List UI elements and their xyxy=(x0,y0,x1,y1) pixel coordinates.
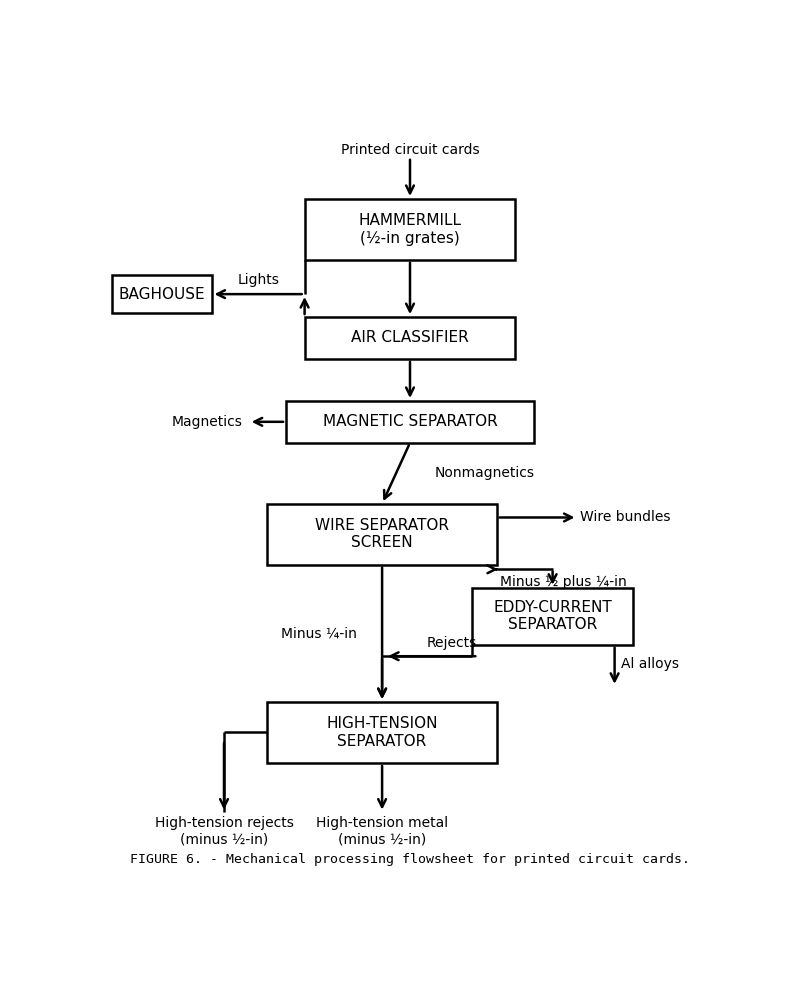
Text: Minus ¼-in: Minus ¼-in xyxy=(282,627,358,641)
Text: HIGH-TENSION
SEPARATOR: HIGH-TENSION SEPARATOR xyxy=(326,716,438,748)
Text: Minus ½ plus ¼-in: Minus ½ plus ¼-in xyxy=(500,574,626,589)
Text: High-tension metal
(minus ½-in): High-tension metal (minus ½-in) xyxy=(316,817,448,846)
Text: High-tension rejects
(minus ½-in): High-tension rejects (minus ½-in) xyxy=(154,817,294,846)
Bar xyxy=(267,702,497,763)
Text: Al alloys: Al alloys xyxy=(621,656,678,671)
Text: WIRE SEPARATOR
SCREEN: WIRE SEPARATOR SCREEN xyxy=(315,518,449,550)
Bar xyxy=(305,317,515,359)
Text: Rejects: Rejects xyxy=(426,637,477,650)
Text: Lights: Lights xyxy=(237,272,279,286)
Text: Wire bundles: Wire bundles xyxy=(581,511,671,525)
Text: FIGURE 6. - Mechanical processing flowsheet for printed circuit cards.: FIGURE 6. - Mechanical processing flowsh… xyxy=(130,852,690,866)
Bar xyxy=(112,275,211,313)
Text: HAMMERMILL
(½-in grates): HAMMERMILL (½-in grates) xyxy=(358,213,462,246)
Text: Printed circuit cards: Printed circuit cards xyxy=(341,143,479,156)
Bar xyxy=(472,588,634,644)
Bar xyxy=(286,401,534,443)
Text: AIR CLASSIFIER: AIR CLASSIFIER xyxy=(351,331,469,346)
Text: Magnetics: Magnetics xyxy=(172,415,242,429)
Text: Nonmagnetics: Nonmagnetics xyxy=(435,466,534,480)
Text: EDDY-CURRENT
SEPARATOR: EDDY-CURRENT SEPARATOR xyxy=(494,600,612,633)
Text: BAGHOUSE: BAGHOUSE xyxy=(118,287,206,302)
Bar xyxy=(267,504,497,564)
Text: MAGNETIC SEPARATOR: MAGNETIC SEPARATOR xyxy=(322,414,498,430)
Bar xyxy=(305,199,515,259)
